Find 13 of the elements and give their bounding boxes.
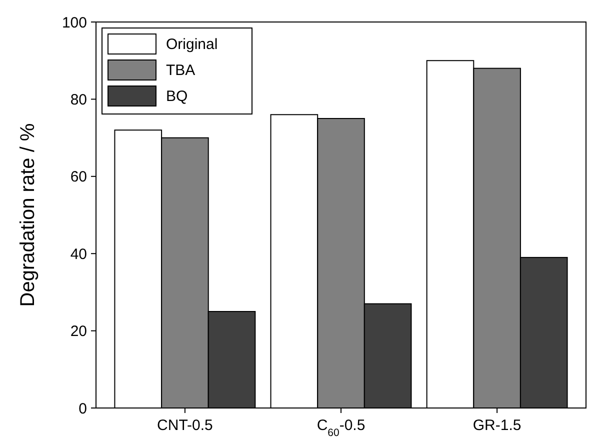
x-tick-label: GR-1.5 bbox=[472, 417, 522, 434]
y-axis-title: Degradation rate / % bbox=[17, 123, 39, 307]
y-tick-label: 0 bbox=[78, 400, 87, 418]
legend-label: TBA bbox=[166, 62, 196, 79]
legend-label: BQ bbox=[166, 88, 188, 105]
x-tick-label: CNT-0.5 bbox=[157, 417, 213, 434]
y-tick-label: 40 bbox=[70, 246, 87, 263]
x-tick-label: C$_{60}$-0.5 bbox=[316, 417, 366, 438]
y-tick-label: 80 bbox=[70, 91, 87, 108]
legend-label: Original bbox=[166, 36, 218, 53]
y-tick-label: 100 bbox=[62, 14, 87, 32]
y-tick-label: 20 bbox=[70, 323, 87, 340]
y-tick-label: 60 bbox=[70, 168, 87, 186]
